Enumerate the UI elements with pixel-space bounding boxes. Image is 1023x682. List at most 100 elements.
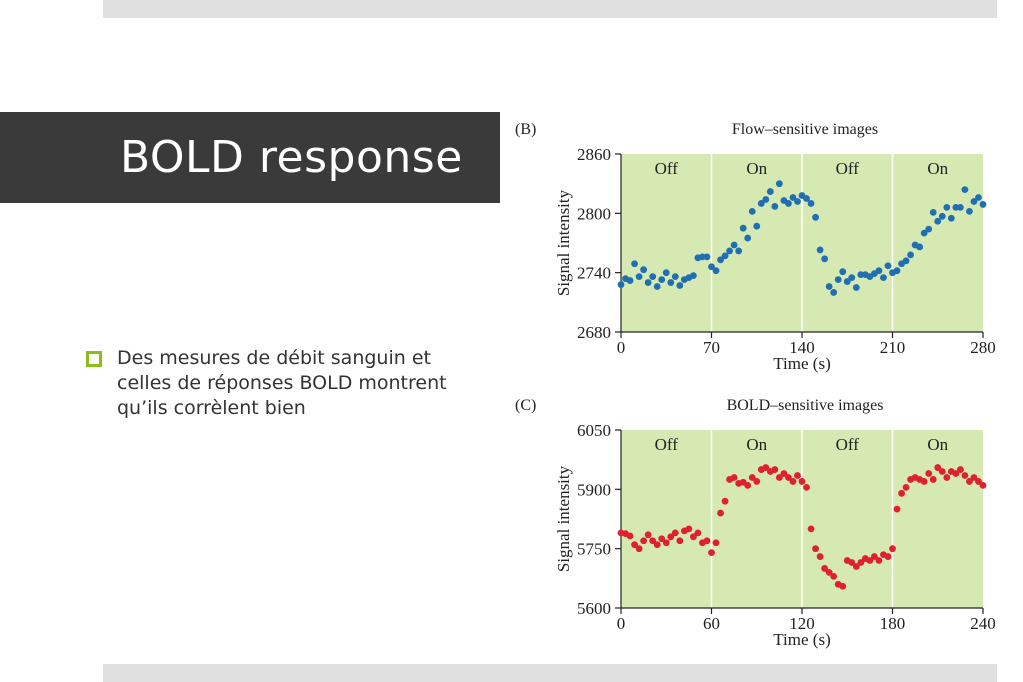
x-tick-label: 180: [880, 614, 906, 633]
data-point: [979, 481, 987, 489]
data-point: [667, 533, 675, 541]
data-point: [712, 267, 720, 275]
data-point: [771, 203, 779, 210]
y-tick-label: 2680: [577, 323, 611, 342]
data-point: [875, 557, 883, 564]
data-point: [975, 194, 982, 201]
data-point: [875, 267, 883, 275]
data-point: [898, 489, 905, 497]
data-point: [631, 541, 638, 549]
period-label: Off: [655, 435, 679, 454]
data-point: [676, 537, 684, 545]
data-point: [685, 525, 693, 533]
y-tick-label: 5600: [577, 599, 611, 618]
data-point: [762, 464, 770, 471]
data-point: [961, 186, 969, 193]
data-point: [748, 207, 756, 215]
data-point: [721, 497, 729, 505]
period-label: Off: [836, 159, 860, 178]
data-point: [631, 260, 638, 268]
data-point: [925, 225, 933, 233]
data-point: [902, 483, 910, 491]
data-point: [889, 545, 896, 553]
data-point: [798, 478, 806, 485]
data-point: [762, 196, 770, 203]
data-point: [920, 229, 928, 237]
data-point: [753, 478, 761, 485]
data-point: [658, 276, 666, 283]
data-point: [690, 272, 697, 280]
data-point: [966, 478, 973, 485]
data-point: [744, 234, 752, 242]
data-point: [766, 188, 774, 195]
data-point: [848, 274, 856, 282]
data-point: [789, 194, 797, 201]
panel-c-xlabel: Time (s): [773, 630, 830, 649]
y-tick-label: 5750: [577, 540, 611, 559]
data-point: [662, 269, 670, 277]
period-label: Off: [836, 435, 860, 454]
period-label: On: [927, 159, 948, 178]
data-point: [821, 565, 829, 572]
data-point: [880, 274, 887, 282]
data-point: [644, 531, 652, 539]
data-point: [961, 472, 969, 479]
data-point: [753, 222, 761, 230]
x-tick-label: 210: [880, 338, 906, 357]
data-point: [834, 276, 842, 283]
data-point: [956, 466, 964, 473]
data-point: [789, 478, 797, 485]
data-point: [943, 204, 951, 211]
data-point: [617, 281, 625, 288]
data-point: [807, 200, 815, 207]
data-point: [852, 284, 860, 291]
square-bullet-icon: [86, 351, 102, 367]
x-tick-label: 120: [789, 614, 815, 633]
data-point: [857, 559, 865, 566]
data-point: [871, 553, 878, 560]
data-point: [730, 474, 738, 481]
data-point: [966, 207, 973, 215]
data-point: [775, 474, 783, 481]
data-point: [803, 483, 810, 491]
data-point: [839, 582, 847, 590]
data-point: [884, 553, 892, 560]
data-point: [708, 549, 715, 557]
data-point: [902, 257, 910, 265]
panel-b-ylabel: Signal intensity: [554, 189, 573, 296]
data-point: [744, 481, 752, 489]
panel-c-ylabel: Signal intensity: [554, 465, 573, 572]
y-tick-label: 2740: [577, 264, 611, 283]
data-point: [739, 224, 747, 232]
data-point: [934, 464, 942, 471]
period-label: Off: [655, 159, 679, 178]
data-point: [975, 478, 982, 485]
data-point: [825, 569, 833, 576]
data-point: [830, 572, 838, 580]
data-point: [644, 279, 652, 286]
data-point: [794, 198, 801, 205]
data-point: [690, 533, 697, 541]
panel-b-title: Flow–sensitive images: [732, 121, 878, 138]
data-point: [785, 200, 792, 207]
data-point: [717, 256, 724, 264]
data-point: [839, 268, 847, 276]
data-point: [735, 247, 743, 255]
period-label: On: [927, 435, 948, 454]
panel-c-title: BOLD–sensitive images: [727, 397, 884, 414]
data-point: [771, 466, 779, 473]
period-label: On: [746, 435, 767, 454]
data-point: [843, 278, 851, 285]
data-point: [794, 472, 801, 479]
panel-b-label: (B): [515, 121, 536, 138]
data-point: [726, 247, 733, 255]
title-banner: BOLD response: [0, 112, 500, 203]
data-point: [970, 198, 978, 205]
data-point: [658, 535, 666, 543]
x-tick-label: 60: [703, 614, 720, 633]
data-point: [671, 273, 679, 281]
data-point: [866, 557, 874, 564]
x-tick-label: 280: [970, 338, 996, 357]
data-point: [635, 545, 643, 553]
data-point: [929, 208, 937, 216]
